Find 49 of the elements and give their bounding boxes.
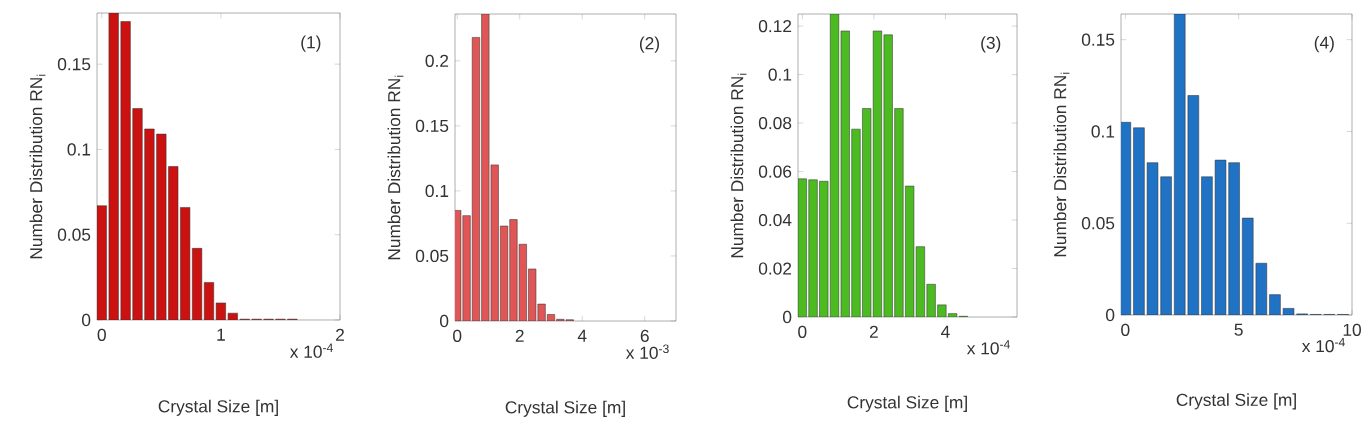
y-tick-label: 0.15 [1081,33,1115,46]
y-tick-label: 0.05 [415,249,449,263]
x-tick-label: 4 [577,329,587,342]
x-axis-title: Crystal Size [m] [158,399,278,416]
annotation: (4) [1314,36,1334,53]
x-tick-label: 0 [798,325,807,338]
x-tick-label: 0 [1121,323,1130,336]
y-tick-label: 0 [1106,308,1115,322]
x-axis-title: Crystal Size [m] [847,395,967,412]
x-tick-label: 4 [941,325,950,338]
y-tick-label: 0 [783,310,792,324]
y-tick-label: 0.04 [758,213,792,227]
y-axis-title: Number Distribution RN$_{i}$ [730,73,747,258]
x-tick-label: 6 [640,329,649,342]
y-tick-label: 0.2 [425,54,449,67]
x-tick-label: 0 [453,329,462,342]
y-tick-label: 0.1 [1091,125,1115,138]
x-tick-label: 2 [515,329,524,342]
y-tick-label: 0.12 [758,19,792,33]
y-axis-title: Number Distribution RN$_{i}$ [1053,72,1070,257]
x-tick-label: 0 [97,328,106,341]
annotation: (2) [639,36,660,53]
x-tick-label: 2 [336,328,344,341]
y-tick-label: 0.15 [415,119,449,133]
y-tick-label: 0.15 [57,58,91,71]
y-tick-label: 0.05 [1081,217,1115,230]
y-tick-label: 0.08 [758,116,792,130]
y-tick-label: 0.1 [67,143,91,156]
x-axis-title: Crystal Size [m] [505,400,625,417]
y-tick-label: 0.05 [57,228,91,241]
x-tick-label: 5 [1234,323,1243,336]
y-tick-label: 0.02 [758,262,792,275]
y-tick-label: 0 [82,313,91,327]
annotation: (1) [301,35,321,52]
y-tick-label: 0.1 [768,68,792,81]
y-axis-title: Number Distribution RN$_{i}$ [387,75,404,260]
bar [1121,122,1132,315]
x-tick-label: 2 [869,325,878,338]
text: x 10$^{-4}$ [1301,337,1345,353]
x-axis-title: Crystal Size [m] [1176,393,1296,410]
y-tick-label: 0.06 [758,165,792,178]
x-tick-label: 10 [1343,323,1361,336]
x-tick-label: 1 [217,328,225,341]
text: x 10$^{-4}$ [966,340,1010,355]
text: x 10$^{-3}$ [625,344,669,359]
y-tick-label: 0.1 [425,184,449,198]
annotation: (3) [981,36,1001,53]
text: x 10$^{-4}$ [289,343,333,358]
y-axis-title: Number Distribution RN$_{i}$ [29,74,46,259]
